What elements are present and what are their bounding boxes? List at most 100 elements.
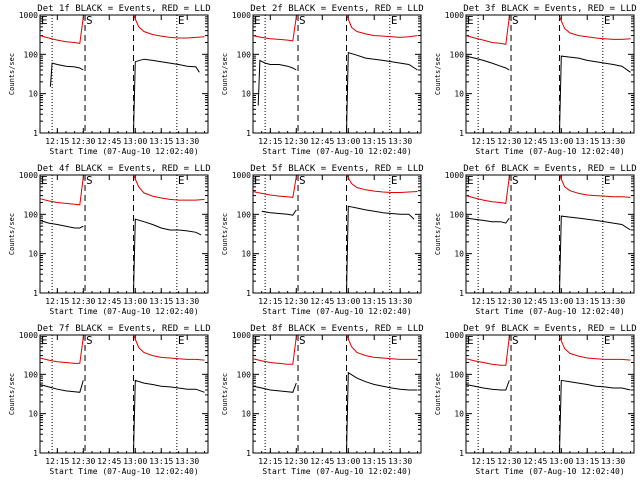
y-tick-label: 100 — [450, 370, 465, 379]
x-tick-label: 13:15 — [149, 137, 173, 146]
chart-panel-9: Det 9f BLACK = Events, RED = LLD 1 10 100 10… — [434, 324, 637, 476]
plot-frame — [465, 334, 635, 454]
x-tick-label: 13:30 — [388, 137, 412, 146]
y-tick-label: 1000 — [19, 11, 38, 20]
x-tick-label: 13:15 — [362, 297, 386, 306]
series-events-line — [133, 218, 202, 294]
y-axis-label: Counts/sec — [221, 213, 229, 255]
y-tick-label: 100 — [237, 210, 252, 219]
x-axis-label: Start Time (07-Aug-10 12:02:40) — [49, 147, 198, 156]
marker-label: E — [604, 334, 611, 347]
x-tick-label: 12:30 — [71, 457, 95, 466]
y-tick-label: 10 — [454, 250, 464, 259]
y-axis-label: Counts/sec — [221, 373, 229, 415]
series-events-line — [465, 217, 510, 224]
x-tick-label: 13:30 — [175, 137, 199, 146]
marker-label: S — [299, 14, 306, 27]
marker-label: E — [254, 174, 261, 187]
marker-label: S — [86, 14, 93, 27]
series-events-line — [133, 379, 205, 454]
series-events-line — [465, 55, 510, 71]
x-tick-label: 12:15 — [45, 297, 69, 306]
marker-label: E — [178, 334, 185, 347]
y-tick-label: 100 — [450, 210, 465, 219]
chart-title: Det 7f BLACK = Events, RED = LLD — [37, 324, 210, 334]
x-tick-label: 13:00 — [549, 297, 573, 306]
x-tick-label: 12:15 — [45, 137, 69, 146]
x-tick-label: 12:30 — [71, 137, 95, 146]
chart-panel-7: Det 7f BLACK = Events, RED = LLD 1 10 100 10… — [8, 324, 211, 476]
x-axis-label: Start Time (07-Aug-10 12:02:40) — [262, 147, 411, 156]
y-tick-label: 1 — [459, 129, 464, 138]
series-lld-line — [346, 174, 418, 193]
marker-label: E — [391, 14, 398, 27]
series-events-line — [261, 209, 297, 216]
y-axis-label: Counts/sec — [8, 213, 16, 255]
y-axis-label: Counts/sec — [8, 373, 16, 415]
y-tick-label: 10 — [28, 410, 38, 419]
y-tick-label: 10 — [241, 90, 251, 99]
x-tick-label: 12:30 — [284, 457, 308, 466]
y-tick-label: 1 — [33, 129, 38, 138]
series-lld-line — [39, 176, 84, 206]
series-lld-line — [133, 334, 205, 361]
x-tick-label: 13:00 — [336, 457, 360, 466]
x-tick-label: 13:00 — [549, 137, 573, 146]
chart-title: Det 8f BLACK = Events, RED = LLD — [250, 324, 423, 334]
series-lld-line — [252, 336, 297, 365]
chart-title: Det 9f BLACK = Events, RED = LLD — [463, 324, 636, 334]
x-tick-label: 13:30 — [175, 297, 199, 306]
chart-panel-3: Det 3f BLACK = Events, RED = LLD 1 10 100 10… — [434, 4, 637, 156]
chart-title: Det 3f BLACK = Events, RED = LLD — [463, 4, 636, 14]
y-tick-label: 1 — [33, 289, 38, 298]
chart-title: Det 5f BLACK = Events, RED = LLD — [250, 164, 423, 174]
x-tick-label: 13:15 — [149, 457, 173, 466]
series-events-line — [39, 219, 84, 229]
series-lld-line — [39, 16, 84, 44]
marker-label: E — [467, 14, 474, 27]
y-tick-label: 1 — [33, 449, 38, 458]
series-events-line — [559, 55, 631, 134]
x-tick-label: 13:30 — [601, 137, 625, 146]
marker-label: E — [467, 174, 474, 187]
x-tick-label: 12:30 — [284, 137, 308, 146]
marker-label: E — [41, 14, 48, 27]
series-lld-line — [346, 334, 418, 360]
marker-label: E — [178, 14, 185, 27]
x-tick-label: 12:15 — [258, 457, 282, 466]
x-tick-label: 13:15 — [575, 297, 599, 306]
y-axis-label: Counts/sec — [434, 53, 442, 95]
y-axis-label: Counts/sec — [221, 53, 229, 95]
series-events-line — [465, 380, 510, 391]
series-lld-line — [559, 336, 631, 361]
series-events-line — [257, 59, 297, 106]
series-events-line — [39, 380, 84, 393]
x-tick-label: 13:00 — [123, 457, 147, 466]
x-tick-label: 12:45 — [523, 297, 547, 306]
x-tick-label: 13:15 — [149, 297, 173, 306]
marker-label: E — [178, 174, 185, 187]
y-tick-label: 1000 — [445, 331, 464, 340]
plot-frame — [39, 334, 209, 454]
marker-label: S — [512, 14, 519, 27]
x-tick-label: 13:15 — [362, 137, 386, 146]
chart-panel-6: Det 6f BLACK = Events, RED = LLD 1 10 100 10… — [434, 164, 637, 316]
x-tick-label: 12:45 — [97, 297, 121, 306]
y-tick-label: 1 — [246, 289, 251, 298]
y-tick-label: 1 — [246, 449, 251, 458]
marker-label: E — [391, 174, 398, 187]
marker-label: S — [299, 334, 306, 347]
x-tick-label: 12:30 — [71, 297, 95, 306]
x-axis-label: Start Time (07-Aug-10 12:02:40) — [49, 467, 198, 476]
series-events-line — [252, 382, 297, 393]
series-lld-line — [39, 336, 84, 364]
plot-frame — [252, 334, 422, 454]
marker-label: S — [299, 174, 306, 187]
x-tick-label: 13:00 — [123, 297, 147, 306]
chart-title: Det 2f BLACK = Events, RED = LLD — [250, 4, 423, 14]
y-tick-label: 1 — [459, 289, 464, 298]
series-events-line — [559, 379, 631, 454]
series-lld-line — [559, 174, 631, 198]
marker-label: E — [41, 334, 48, 347]
